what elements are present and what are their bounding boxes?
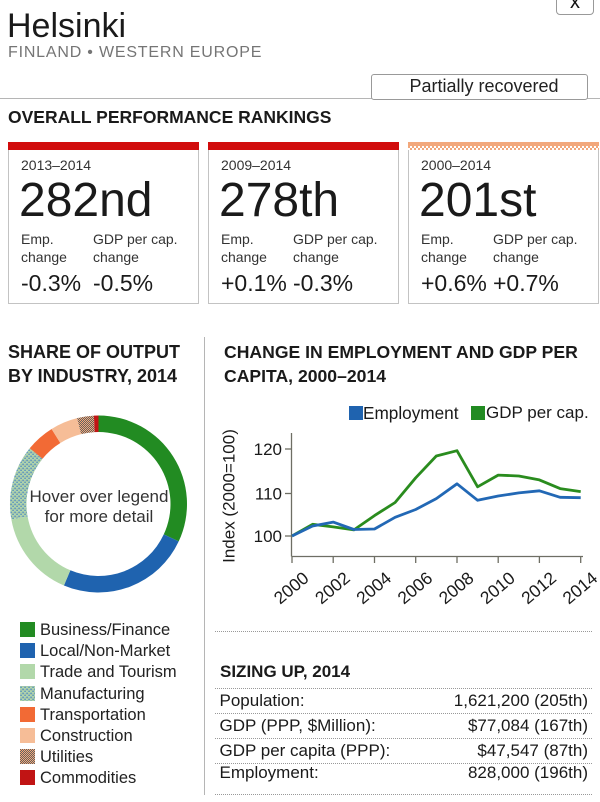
svg-text:110: 110	[255, 485, 282, 504]
svg-text:2000: 2000	[270, 568, 313, 609]
svg-text:100: 100	[254, 527, 282, 546]
svg-text:2010: 2010	[476, 568, 519, 609]
svg-text:2014: 2014	[559, 568, 600, 609]
svg-text:2008: 2008	[435, 568, 478, 608]
svg-text:2004: 2004	[352, 568, 395, 609]
svg-text:2006: 2006	[394, 568, 437, 608]
svg-text:120: 120	[254, 440, 282, 459]
svg-text:2012: 2012	[517, 568, 560, 608]
svg-text:2002: 2002	[311, 568, 354, 608]
svg-text:Index (2000=100): Index (2000=100)	[220, 429, 239, 563]
